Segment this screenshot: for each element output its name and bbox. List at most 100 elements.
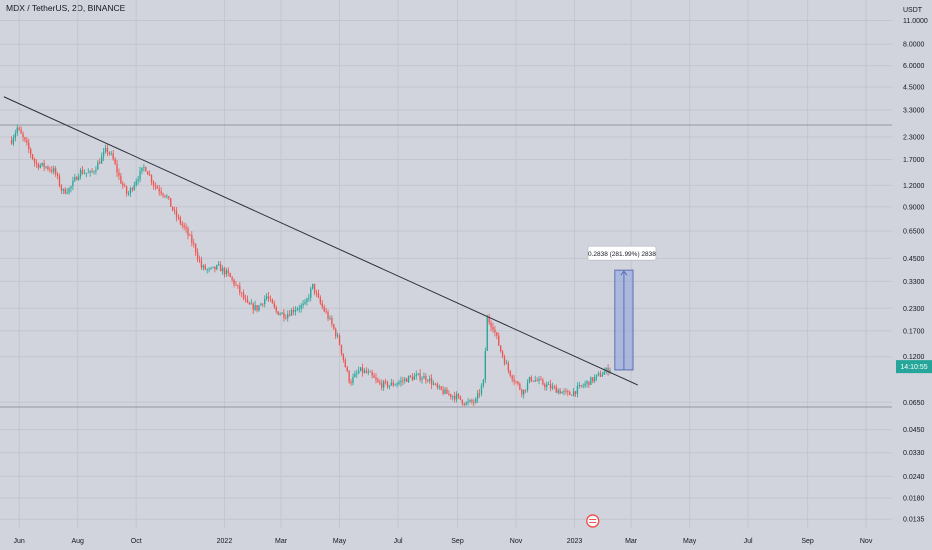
candle-body <box>131 188 134 190</box>
candle-body <box>148 174 151 176</box>
candle-body <box>122 183 124 186</box>
us-flag-icon[interactable] <box>586 514 600 528</box>
y-axis[interactable]: USDT 11.0000 8.0000 6.0000 4.5000 3.3000 2.300… <box>896 7 932 524</box>
horizontal-lines[interactable] <box>0 124 892 408</box>
candle-body <box>438 386 440 388</box>
candle-body <box>219 264 222 272</box>
candle-body <box>446 389 448 394</box>
candle-body <box>523 389 525 395</box>
y-tick-label: 1.2000 <box>903 183 925 190</box>
candle-body <box>505 363 508 365</box>
candle-body <box>492 327 494 330</box>
candle-body <box>517 381 519 384</box>
candle-body <box>26 140 28 143</box>
candle-body <box>114 159 116 165</box>
candle-body <box>315 292 318 294</box>
candle-body <box>158 188 160 192</box>
trendline-layer[interactable] <box>3 96 639 386</box>
candle-body <box>269 298 272 300</box>
candle-body <box>288 314 291 316</box>
candle-body <box>595 374 598 378</box>
candle-body <box>538 379 540 381</box>
candle-body <box>350 381 352 384</box>
candle-body <box>179 217 181 224</box>
candle-body <box>267 296 270 299</box>
candle-body <box>367 371 369 373</box>
candle-body <box>335 328 337 337</box>
candle-body <box>515 381 517 383</box>
candle-body <box>553 386 556 388</box>
candle-body <box>171 206 174 211</box>
candle-body <box>457 394 460 396</box>
candle-body <box>358 370 360 374</box>
candle-body <box>513 379 515 382</box>
candle-body <box>363 370 366 373</box>
candle-body <box>49 169 51 171</box>
candle-body <box>290 310 293 316</box>
candle-body <box>260 303 262 306</box>
candle-body <box>221 268 224 272</box>
candle-body <box>198 258 201 261</box>
candle-body <box>120 175 122 184</box>
candle-body <box>279 313 281 315</box>
candle-body <box>557 390 559 393</box>
candle-body <box>354 373 356 378</box>
candle-body <box>81 169 84 174</box>
candle-body <box>233 279 235 285</box>
candle-body <box>582 385 584 387</box>
trendline[interactable] <box>3 96 639 386</box>
symbol-title: MDX / TetherUS, 2D, BINANCE <box>6 3 126 13</box>
candle-body <box>549 384 552 389</box>
candle-body <box>265 296 268 299</box>
candle-body <box>329 317 331 319</box>
measure-tool[interactable]: 0.2838 (281.99%) 2838 <box>587 245 656 371</box>
candle-body <box>317 293 320 298</box>
candle-body <box>463 403 465 405</box>
candle-body <box>252 303 254 310</box>
x-axis[interactable]: Jun Aug Oct 2022 Mar May Jul Sep Nov 2023 Mar May Ju… <box>14 538 873 545</box>
candle-body <box>66 192 68 194</box>
candle-body <box>605 368 607 372</box>
last-price-tag[interactable] <box>896 360 932 374</box>
y-tick-label: 0.0180 <box>903 495 925 502</box>
candle-body <box>396 383 398 385</box>
candle-body <box>296 308 299 310</box>
candle-body <box>369 371 371 373</box>
candle-body <box>580 385 582 387</box>
candle-body <box>39 165 41 168</box>
measure-label: 0.2838 (281.99%) 2838 <box>588 251 656 258</box>
candle-body <box>141 167 143 171</box>
candle-body <box>137 179 139 182</box>
candle-body <box>193 243 195 245</box>
candle-body <box>536 380 538 381</box>
candle-body <box>501 351 504 357</box>
candle-body <box>459 395 462 400</box>
candle-body <box>58 176 61 186</box>
candle-body <box>561 391 563 394</box>
candle-body <box>145 167 147 172</box>
y-tick-label: 0.0450 <box>903 427 925 434</box>
candle-body <box>574 391 577 394</box>
candle-body <box>494 329 496 333</box>
candle-body <box>133 184 135 190</box>
candle-body <box>112 153 114 160</box>
candle-body <box>427 380 429 382</box>
candle-body <box>183 225 185 228</box>
candle-body <box>496 332 498 336</box>
candle-body <box>302 303 304 306</box>
candle-body <box>74 177 76 181</box>
candle-body <box>35 162 38 164</box>
candle-body <box>338 335 341 345</box>
candle-body <box>404 378 406 381</box>
candle-body <box>254 305 256 310</box>
candle-body <box>30 148 32 155</box>
candle-body <box>10 140 13 144</box>
candle-body <box>239 285 241 293</box>
candle-body <box>160 191 162 194</box>
event-markers[interactable] <box>586 514 600 528</box>
candle-body <box>365 370 368 373</box>
last-price-countdown: 14:10:55 <box>900 364 927 371</box>
candle-body <box>116 164 118 173</box>
